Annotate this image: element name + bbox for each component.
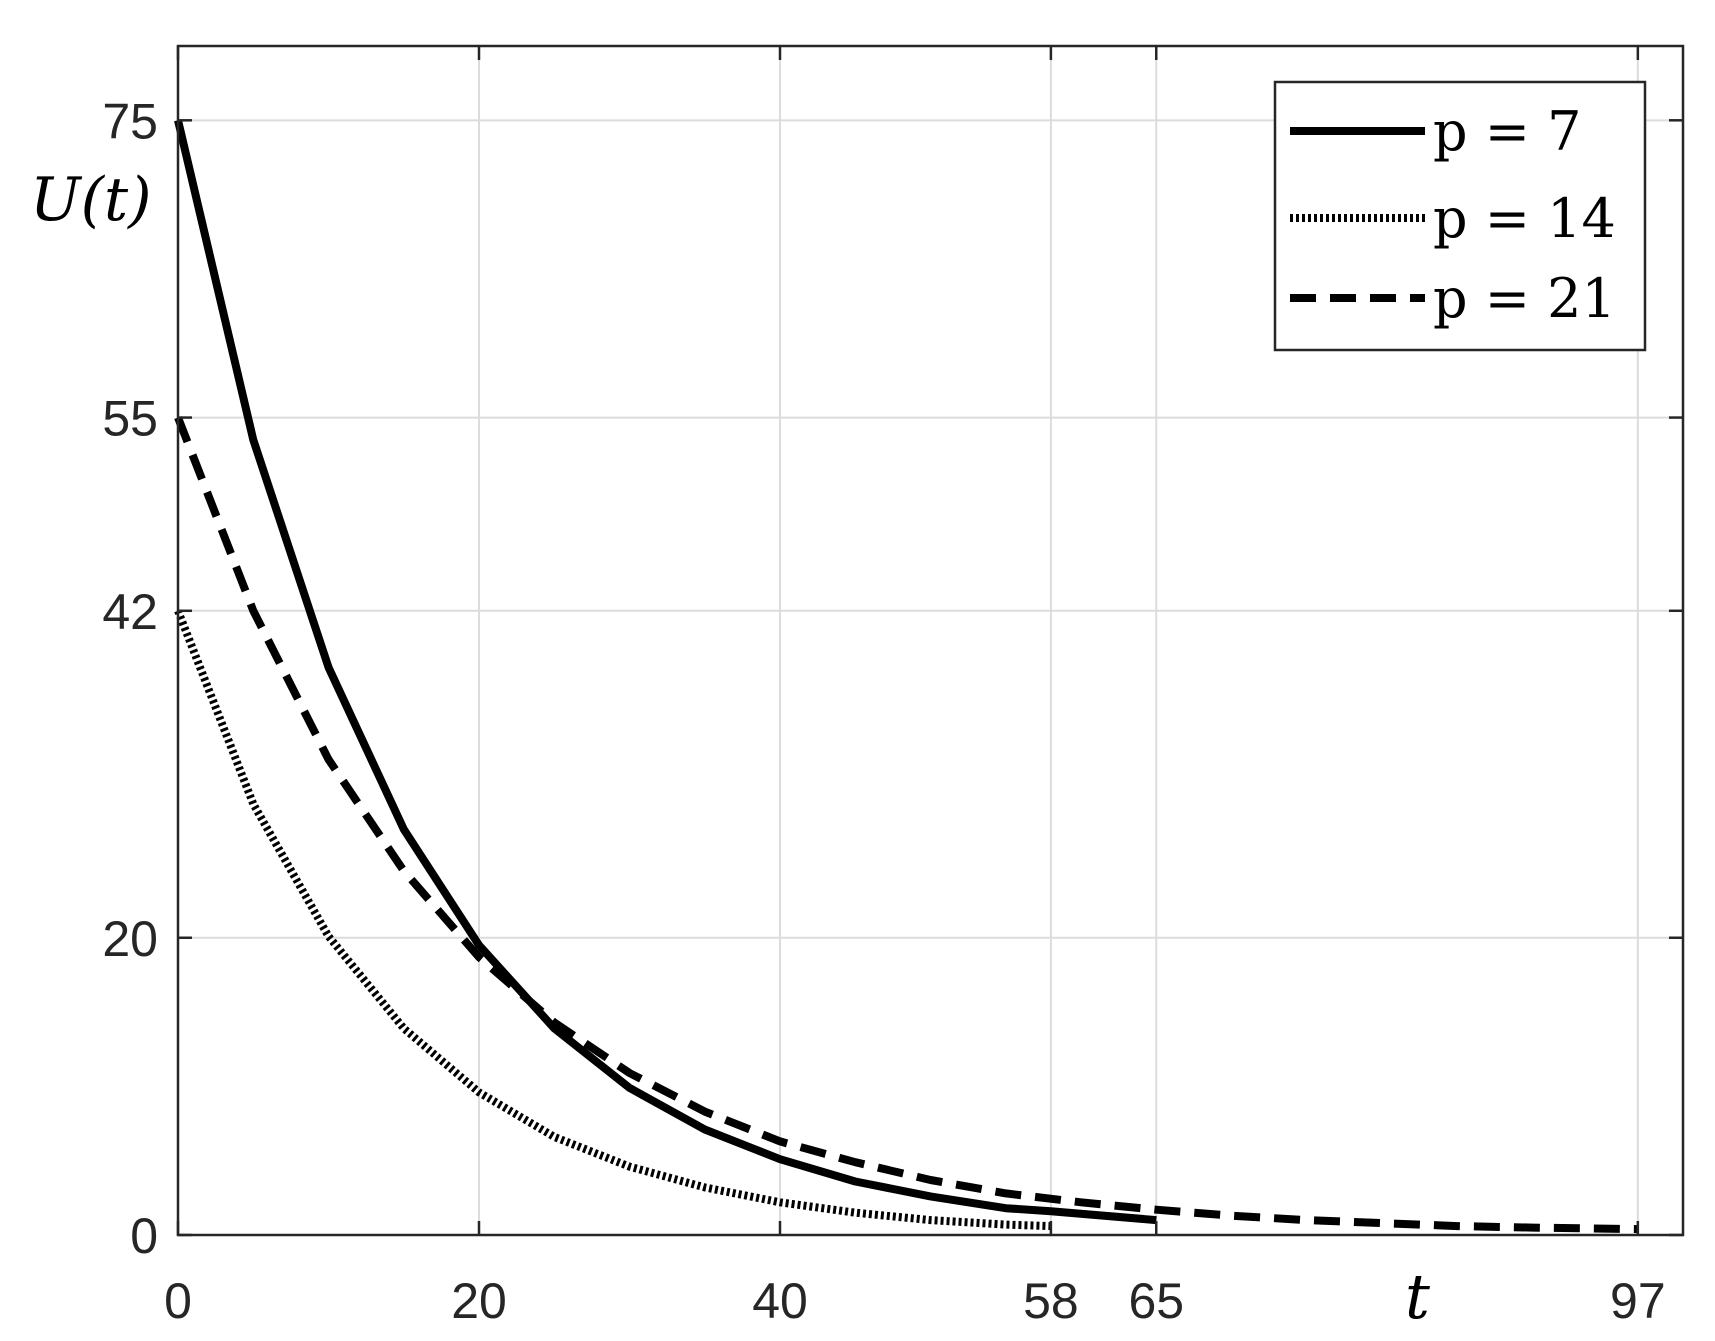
x-tick-label: 0 [164, 1273, 192, 1329]
legend-box [1273, 80, 1647, 352]
series-line-p21 [174, 416, 1638, 1234]
y-tick-label: 75 [102, 93, 158, 149]
y-tick-label: 42 [102, 584, 158, 640]
y-tick-label: 20 [102, 911, 158, 967]
axis-labels: U(t) t [30, 165, 1430, 1333]
series-line-p14 [174, 609, 1052, 1231]
x-tick-label: 20 [451, 1273, 507, 1329]
legend: p = 7 p = 14 p = 21 [1273, 80, 1647, 352]
plot-frame [176, 44, 1685, 1237]
legend-label-p14: p = 14 [1433, 187, 1616, 250]
x-tick-label: 40 [752, 1273, 808, 1329]
x-tick-label: 65 [1128, 1273, 1184, 1329]
y-tick-label: 55 [102, 391, 158, 447]
axis-ticks: 0 20 40 58 65 97 0 20 42 55 75 [102, 46, 1683, 1329]
series-line-p7 [174, 119, 1157, 1225]
series-lines [174, 119, 1638, 1234]
y-tick-label: 0 [130, 1208, 158, 1264]
legend-label-p7: p = 7 [1433, 100, 1582, 163]
x-tick-label: 58 [1023, 1273, 1079, 1329]
x-axis-label: t [1405, 1260, 1430, 1333]
y-axis-label: U(t) [30, 165, 152, 235]
legend-label-p21: p = 21 [1433, 267, 1616, 330]
x-tick-label: 97 [1610, 1273, 1666, 1329]
